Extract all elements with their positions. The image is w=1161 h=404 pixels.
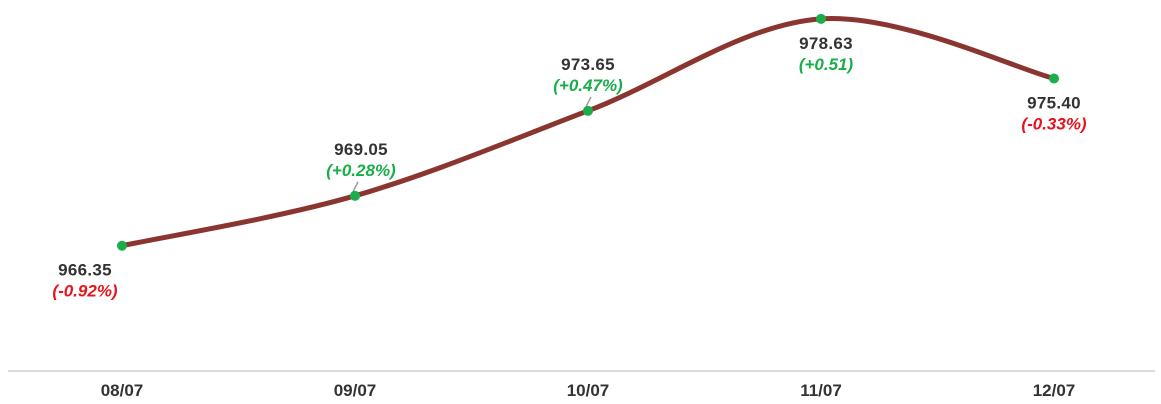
x-tick-label: 08/07: [101, 381, 144, 400]
value-label: 973.65: [561, 55, 615, 74]
x-tick-label: 11/07: [800, 381, 842, 400]
x-axis-ticks: 08/07 09/07 10/07 11/07 12/07: [101, 381, 1076, 400]
change-label: (+0.28%): [326, 161, 396, 180]
value-label: 978.63: [799, 34, 853, 53]
value-label: 969.05: [334, 140, 388, 159]
label-leader-line: [585, 96, 592, 108]
x-tick-label: 10/07: [567, 381, 610, 400]
data-point-10-07: [583, 105, 593, 116]
change-label: (+0.51): [799, 55, 854, 74]
change-label: (-0.92%): [52, 282, 118, 301]
data-point-12-07: [1049, 73, 1059, 84]
data-point-09-07: [350, 190, 360, 201]
label-leader-lines: [352, 96, 592, 193]
x-tick-label: 09/07: [334, 381, 377, 400]
data-labels: 966.35 (-0.92%) 969.05 (+0.28%) 973.65 (+0.47…: [52, 34, 1087, 301]
data-point-11-07: [816, 13, 826, 24]
value-label: 966.35: [58, 261, 112, 280]
label-leader-line: [352, 181, 359, 193]
change-label: (-0.33%): [1021, 115, 1087, 134]
data-point-08-07: [117, 240, 127, 251]
data-points: [117, 13, 1059, 251]
value-label: 975.40: [1027, 94, 1081, 113]
series-line: [119, 16, 1057, 249]
x-tick-label: 12/07: [1033, 381, 1076, 400]
change-label: (+0.47%): [553, 76, 623, 95]
